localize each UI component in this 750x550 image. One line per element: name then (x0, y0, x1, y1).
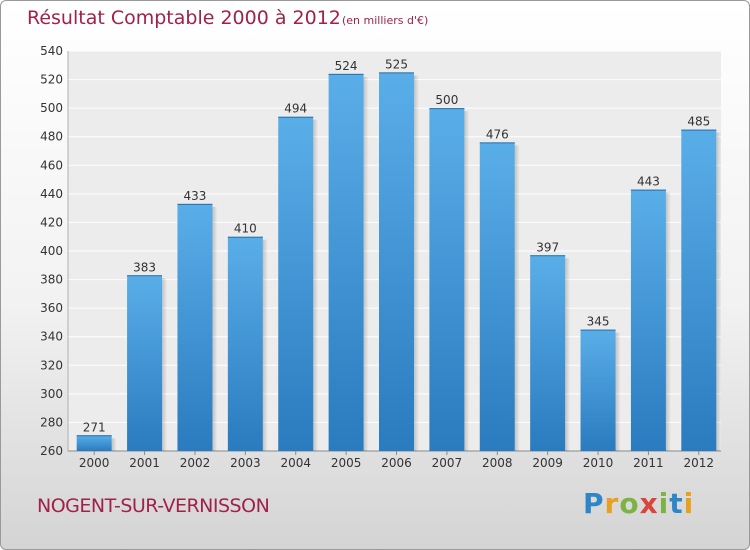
y-tick-label: 320 (40, 358, 63, 372)
y-tick-label: 280 (40, 415, 63, 429)
bar-shadow (111, 438, 117, 451)
data-label: 476 (486, 127, 509, 141)
bar-shadow (262, 239, 268, 451)
y-tick-label: 480 (40, 130, 63, 144)
chart-subtitle: (en milliers d'€) (342, 14, 429, 27)
x-tick-label: 2011 (633, 456, 664, 470)
bar-2005 (328, 73, 364, 451)
bar-2003 (227, 236, 263, 451)
x-tick-label: 2005 (331, 456, 362, 470)
data-label: 345 (587, 315, 610, 329)
bar-shadow (615, 332, 621, 451)
proxiti-logo[interactable]: Proxiti (583, 487, 695, 520)
data-label: 525 (385, 57, 408, 71)
bar-2001 (127, 275, 163, 451)
commune-name: NOGENT-SUR-VERNISSON (37, 495, 270, 517)
bar-2009 (530, 255, 566, 451)
data-label: 410 (234, 222, 257, 236)
y-tick-label: 540 (40, 44, 63, 58)
y-tick-label: 380 (40, 273, 63, 287)
bar-2007 (429, 108, 465, 452)
bar-shadow (565, 258, 571, 451)
y-tick-label: 440 (40, 187, 63, 201)
bar-shadow (665, 192, 671, 452)
data-label: 383 (133, 260, 156, 274)
y-tick-label: 500 (40, 101, 63, 115)
x-tick-label: 2001 (129, 456, 160, 470)
data-label: 500 (435, 93, 458, 107)
y-tick-label: 400 (40, 244, 63, 258)
bar-2012 (681, 129, 717, 452)
bar-shadow (363, 76, 369, 451)
y-tick-label: 420 (40, 215, 63, 229)
y-tick-label: 520 (40, 73, 63, 87)
data-label: 485 (687, 115, 710, 129)
y-tick-label: 340 (40, 330, 63, 344)
bar-shadow (414, 75, 419, 451)
bar-shadow (313, 119, 319, 451)
bar-shadow (464, 111, 470, 452)
x-tick-label: 2008 (482, 456, 513, 470)
label-layer: 260 280 300 320 340 360 380 400 420 440 460 480 500 5… (40, 44, 714, 470)
bar-2006 (379, 72, 414, 451)
data-label: 271 (83, 420, 106, 434)
bar-shadow (162, 278, 168, 451)
x-tick-label: 2010 (583, 456, 614, 470)
x-tick-label: 2004 (280, 456, 311, 470)
data-label: 443 (637, 175, 660, 189)
bar-2008 (479, 142, 515, 451)
chart-title: Résultat Comptable 2000 à 2012 (27, 7, 341, 29)
x-tick-label: 2006 (381, 456, 412, 470)
x-tick-label: 2009 (532, 456, 563, 470)
bar-2010 (580, 329, 616, 451)
data-label: 524 (335, 59, 358, 73)
data-label: 433 (184, 189, 207, 203)
bar-2000 (76, 435, 112, 451)
y-tick-label: 360 (40, 301, 63, 315)
bar-shadow (514, 145, 520, 451)
data-label: 397 (536, 240, 559, 254)
x-tick-label: 2002 (180, 456, 211, 470)
x-tick-label: 2007 (432, 456, 463, 470)
x-tick-label: 2003 (230, 456, 261, 470)
bar-shadow (716, 132, 722, 452)
y-tick-label: 300 (40, 387, 63, 401)
bar-layer (76, 72, 722, 452)
x-tick-label: 2012 (684, 456, 715, 470)
bar-shadow (212, 206, 218, 451)
x-tick-label: 2000 (79, 456, 110, 470)
y-tick-label: 460 (40, 158, 63, 172)
bar-2002 (177, 203, 213, 451)
data-label: 494 (284, 102, 307, 116)
bar-2004 (278, 116, 314, 451)
y-tick-label: 260 (40, 444, 63, 458)
bar-2011 (630, 189, 666, 452)
